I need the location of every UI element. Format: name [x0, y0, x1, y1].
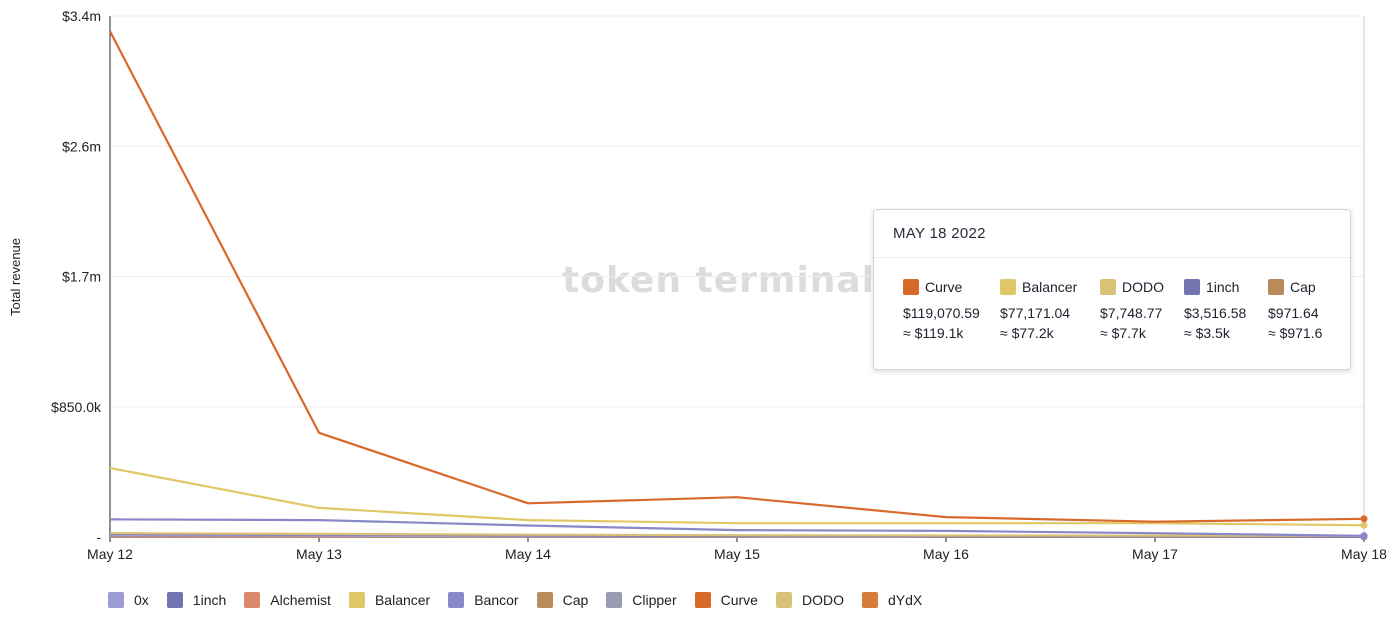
- tooltip-entry-approx-value: ≈ $77.2k: [1000, 325, 1054, 341]
- legend-label: Curve: [720, 592, 758, 608]
- legend-item-clipper[interactable]: Clipper: [606, 592, 677, 608]
- legend-label: dYdX: [887, 592, 923, 608]
- y-tick-label: $850.0k: [51, 399, 102, 415]
- legend-label: Clipper: [632, 592, 677, 608]
- tooltip-entry-header: Balancer: [1000, 278, 1077, 296]
- legend-item-bancor[interactable]: Bancor: [448, 592, 519, 608]
- legend-label: DODO: [801, 592, 844, 608]
- tooltip-swatch: [1184, 279, 1200, 295]
- legend-item-dydx[interactable]: dYdX: [861, 592, 923, 608]
- x-tick-label: May 13: [296, 546, 342, 562]
- revenue-line-chart: token terminal_$3.4m$2.6m$1.7m$850.0k-Ma…: [8, 8, 1387, 562]
- data-point-curve: [1360, 515, 1368, 523]
- legend-label: 0x: [134, 592, 149, 608]
- legend-label: Bancor: [474, 592, 519, 608]
- legend-swatch: [108, 592, 124, 608]
- tooltip-divider: [874, 257, 1350, 258]
- legend-label: Cap: [562, 592, 589, 608]
- tooltip-entry-approx-value: ≈ $3.5k: [1184, 325, 1230, 341]
- legend-swatch: [348, 592, 365, 608]
- legend-swatch: [606, 592, 623, 608]
- x-tick-label: May 15: [714, 546, 760, 562]
- legend-item-0x[interactable]: 0x: [108, 592, 149, 608]
- legend-label: Balancer: [374, 592, 431, 608]
- legend-item-1inch[interactable]: 1inch: [166, 592, 227, 608]
- tooltip-entry-approx-value: ≈ $7.7k: [1100, 325, 1146, 341]
- tooltip-entry-name: Balancer: [1022, 279, 1078, 295]
- legend-item-curve[interactable]: Curve: [694, 592, 758, 608]
- legend-label: 1inch: [192, 592, 227, 608]
- tooltip-swatch: [1000, 279, 1016, 295]
- tooltip-entry-name: Cap: [1290, 279, 1316, 295]
- tooltip-entry-approx-value: ≈ $119.1k: [903, 325, 964, 341]
- tooltip-entry-name: 1inch: [1206, 279, 1240, 295]
- data-point-bancor: [1360, 532, 1368, 540]
- y-tick-label: $1.7m: [62, 269, 101, 285]
- legend-swatch: [448, 592, 465, 608]
- x-tick-label: May 16: [923, 546, 969, 562]
- x-tick-label: May 17: [1132, 546, 1178, 562]
- legend-item-dodo[interactable]: DODO: [775, 592, 844, 608]
- legend-item-alchemist[interactable]: Alchemist: [244, 592, 331, 608]
- tooltip-entry: Balancer $77,171.04 ≈ $77.2k: [1000, 278, 1077, 341]
- tooltip-date: MAY 18 2022: [893, 225, 986, 242]
- legend-label: Alchemist: [270, 592, 331, 608]
- chart-legend: 0x 1inch Alchemist Balancer Bancor Cap Clipper…: [108, 590, 940, 610]
- y-tick-label: $2.6m: [62, 138, 101, 154]
- tooltip-entry: Cap $971.64 ≈ $971.6: [1268, 278, 1322, 341]
- legend-swatch: [861, 592, 878, 608]
- tooltip-entry-name: Curve: [925, 279, 963, 295]
- tooltip-entry-exact-value: $3,516.58: [1184, 305, 1247, 321]
- tooltip-entry-header: Curve: [903, 278, 980, 296]
- y-tick-label: $3.4m: [62, 8, 101, 24]
- tooltip-swatch: [1100, 279, 1116, 295]
- tooltip-swatch: [1268, 279, 1284, 295]
- x-tick-label: May 18: [1341, 546, 1387, 562]
- x-tick-label: May 12: [87, 546, 133, 562]
- legend-swatch: [166, 592, 183, 608]
- legend-item-balancer[interactable]: Balancer: [348, 592, 431, 608]
- series-line-dodo: [109, 532, 1365, 537]
- legend-item-cap[interactable]: Cap: [536, 592, 589, 608]
- y-axis-label: Total revenue: [8, 238, 23, 316]
- data-point-balancer: [1360, 521, 1368, 529]
- tooltip-entry: DODO $7,748.77 ≈ $7.7k: [1100, 278, 1164, 341]
- series-line-bancor: [109, 518, 1365, 537]
- tooltip-entry-approx-value: ≈ $971.6: [1268, 325, 1323, 341]
- watermark: token terminal_: [562, 260, 894, 301]
- tooltip-entry-header: 1inch: [1184, 278, 1246, 296]
- tooltip-entry-exact-value: $77,171.04: [1000, 305, 1071, 321]
- tooltip-entry-header: Cap: [1268, 278, 1322, 296]
- legend-swatch: [775, 592, 792, 608]
- tooltip-entry-name: DODO: [1122, 279, 1164, 295]
- tooltip-entry-header: DODO: [1100, 278, 1164, 296]
- series-line-curve: [109, 30, 1365, 523]
- tooltip-entry-exact-value: $119,070.59: [903, 305, 980, 321]
- y-tick-label: -: [96, 529, 101, 545]
- legend-swatch: [536, 592, 553, 608]
- legend-swatch: [694, 592, 711, 608]
- tooltip-entry-exact-value: $971.64: [1268, 305, 1319, 321]
- series-line-balancer: [109, 466, 1365, 527]
- tooltip-swatch: [903, 279, 919, 295]
- tooltip-entry: Curve $119,070.59 ≈ $119.1k: [903, 278, 980, 341]
- tooltip-entry: 1inch $3,516.58 ≈ $3.5k: [1184, 278, 1246, 341]
- legend-swatch: [244, 592, 261, 608]
- x-tick-label: May 14: [505, 546, 551, 562]
- tooltip-entry-exact-value: $7,748.77: [1100, 305, 1163, 321]
- hover-tooltip: MAY 18 2022 Curve $119,070.59 ≈ $119.1k Bal…: [873, 209, 1351, 370]
